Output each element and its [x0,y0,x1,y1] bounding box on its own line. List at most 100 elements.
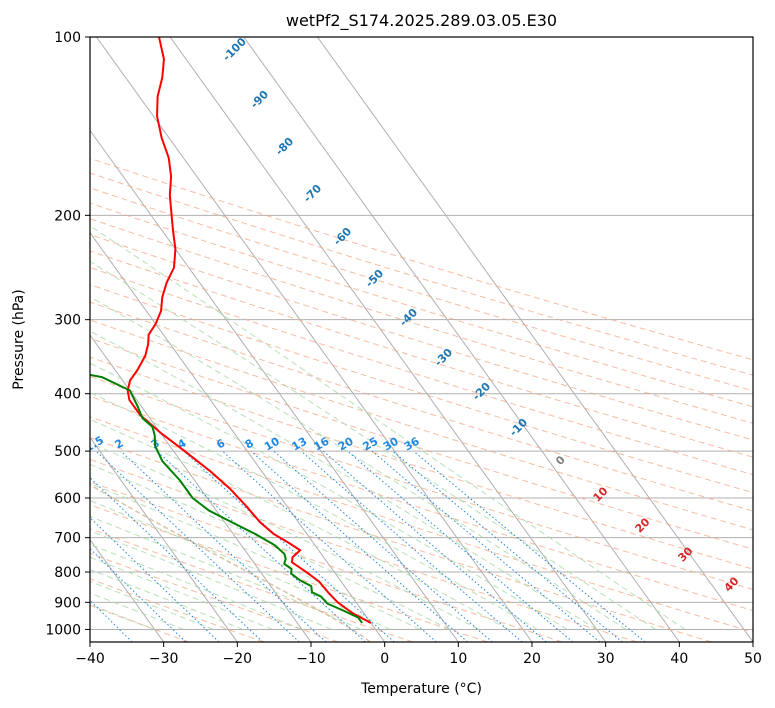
dry-adiabat-line [90,437,712,642]
dry-adiabat-line [90,552,339,642]
mixing-ratio-line [300,450,523,642]
background-lines [90,37,753,642]
mixing-ratio-label: 0.4 [0,433,1,454]
x-axis-label: Temperature (°C) [360,681,482,697]
mixing-ratio-line [90,599,133,642]
y-tick-label: 100 [54,30,81,46]
y-tick-label: 400 [54,387,81,403]
sounding-traces [90,37,372,624]
moist-adiabat-line [90,515,362,630]
x-tick-label: −10 [296,651,326,667]
y-tick-label: 800 [54,565,81,581]
dry-adiabat-line [90,157,753,361]
mixing-ratio-line [222,450,437,642]
x-tick-label: −40 [75,651,105,667]
mixing-ratio-label: 6 [214,436,227,451]
isotherm-line [90,129,459,642]
x-tick-label: 20 [523,651,541,667]
dry-adiabat-line [90,578,264,642]
x-tick-label: 0 [380,651,389,667]
y-tick-label: 300 [54,313,81,329]
moist-adiabat-line [90,500,391,630]
mixing-ratio-label: 2 [113,437,126,452]
moist-adiabat-line [90,556,273,630]
mixing-ratio-line [183,450,395,642]
dry-adiabat-line [90,187,753,392]
x-tick-label: −20 [223,651,253,667]
adiabat-label: -80 [273,135,296,158]
x-axis: −40 −30 −20 −10 0 10 20 30 40 50 [75,642,762,667]
dry-adiabat-line [90,202,753,408]
isotherm-line [243,37,680,642]
mixing-ratio-line [347,450,574,642]
adiabat-label: -60 [331,225,354,248]
dry-adiabat-line [90,504,488,642]
mixing-ratio-line [250,450,468,642]
dry-adiabat-line [90,319,753,531]
ice-contour-line [90,483,371,642]
chart-title: wetPf2_S174.2025.289.03.05.E30 [286,11,557,31]
dry-adiabat-line [90,481,563,642]
dry-adiabat-line [90,528,414,642]
y-tick-label: 500 [54,444,81,460]
moist-adiabat-line [90,442,479,630]
moist-adiabat-line [90,225,686,630]
mixing-ratio-line [95,450,300,642]
y-tick-label: 200 [54,208,81,224]
y-tick-label: 1000 [45,622,81,638]
dry-adiabat-line [90,458,638,642]
adiabat-label: -20 [470,380,493,403]
adiabat-label: 40 [722,574,742,594]
y-tick-label: 600 [54,491,81,507]
isotherm-line [90,334,312,642]
moist-adiabat-line [90,260,656,630]
isotherm-line [90,538,165,642]
isoline-labels: 0.10.20.40.611.52346810131620253036-100-… [0,35,742,595]
adiabat-label: 0 [553,453,568,468]
isotherm-line [169,37,607,642]
mixing-ratio-line [90,516,220,642]
adiabat-label: -40 [397,306,420,329]
moist-adiabat-line [90,392,538,630]
moist-adiabat-line [90,418,509,630]
mixing-ratio-line [322,450,547,642]
isotherm-line [90,436,238,642]
mixing-ratio-label: 0.6 [8,433,32,454]
x-tick-label: 40 [670,651,688,667]
isotherm-line [316,37,753,642]
adiabat-label: -100 [220,35,249,64]
moist-adiabat-line [90,296,627,630]
plot-frame [89,36,754,643]
dry-adiabat-line [90,356,753,570]
mixing-ratio-line [273,450,493,642]
mixing-ratio-line [413,450,646,642]
y-tick-label: 900 [54,595,81,611]
adiabat-label: -50 [363,267,386,290]
moist-adiabat-line [90,330,597,630]
moist-adiabat-line [90,580,214,630]
adiabat-label: -30 [432,346,455,369]
dry-adiabat-line [90,301,753,512]
mixing-ratio-line [120,450,327,642]
mixing-ratio-label: 8 [243,437,256,452]
mixing-ratio-line [156,450,366,642]
moist-adiabat-line [90,463,450,630]
moist-adiabat-line [90,530,332,630]
mixing-ratio-line [371,450,601,642]
adiabat-label: -10 [507,416,530,439]
moist-adiabat-line [90,592,185,630]
x-tick-label: 10 [449,651,467,667]
temperature-trace [126,37,372,624]
x-tick-label: 30 [597,651,615,667]
x-tick-label: 50 [744,651,762,667]
x-tick-label: −30 [149,651,179,667]
dry-adiabat-line [90,267,753,476]
dry-adiabat-line [90,337,753,550]
moist-adiabat-line [90,362,568,630]
mixing-ratio-line [392,450,623,642]
y-axis-label: Pressure (hPa) [11,289,27,389]
moist-adiabat-line [90,568,244,630]
adiabat-label: -70 [301,182,324,205]
y-tick-label: 700 [54,531,81,547]
